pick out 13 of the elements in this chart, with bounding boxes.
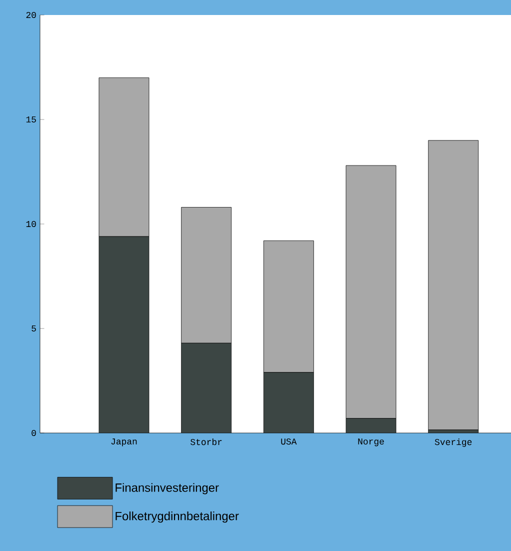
y-tick-label: 0 xyxy=(32,430,36,436)
y-tick-label: 20 xyxy=(26,12,36,18)
legend-label: Folketrygdinnbetalinger xyxy=(116,512,239,523)
legend-label: Finansinvesteringer xyxy=(116,483,219,494)
x-tick-label: Storbr xyxy=(190,438,222,446)
x-tick-label: Norge xyxy=(358,438,384,446)
y-tick-label: 15 xyxy=(26,116,36,122)
y-tick-label: 10 xyxy=(26,220,36,228)
x-tick-label: Sverige xyxy=(434,438,472,447)
y-tick-label: 5 xyxy=(32,325,36,332)
x-tick-label: Japan xyxy=(111,438,137,446)
bar xyxy=(428,140,479,430)
x-tick-label: USA xyxy=(281,438,297,445)
